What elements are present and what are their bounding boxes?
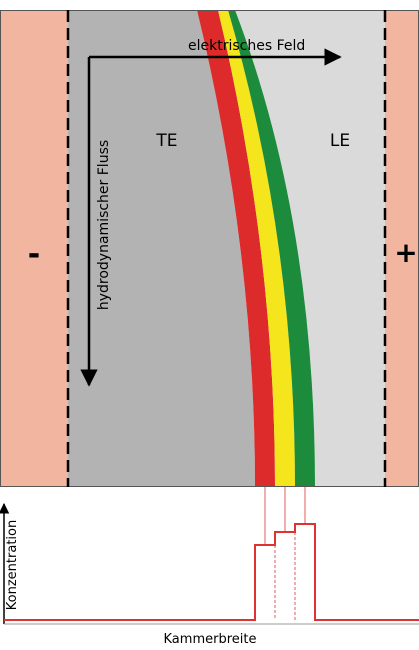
field-label: elektrisches Feld [188, 38, 305, 54]
te-label: TE [155, 131, 177, 151]
le-label: LE [330, 131, 350, 151]
plus-label: + [394, 236, 417, 269]
x-axis-label: Kammerbreite [164, 632, 257, 647]
diagram: elektrisches Feld hydrodynamischer Fluss… [0, 0, 419, 650]
concentration-profile [4, 524, 419, 620]
y-axis-label: Konzentration [5, 520, 20, 610]
connectors [265, 487, 305, 620]
minus-label: - [28, 237, 40, 272]
flow-label: hydrodynamischer Fluss [96, 140, 112, 310]
